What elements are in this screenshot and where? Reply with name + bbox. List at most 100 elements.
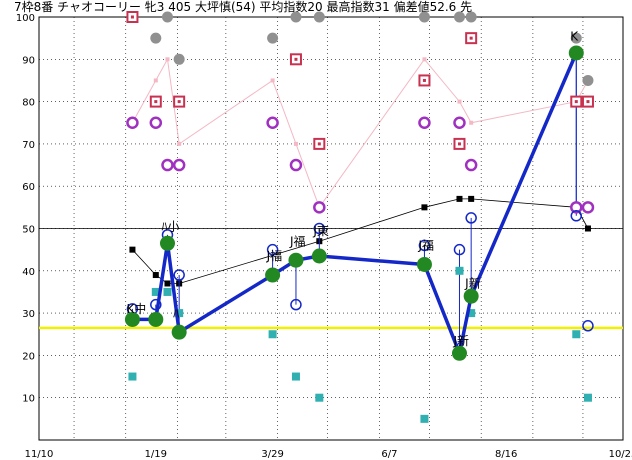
pink-point — [177, 141, 182, 146]
gray-dot — [465, 11, 477, 23]
black-point — [129, 246, 136, 253]
gray-dot — [150, 32, 162, 44]
x-tick-label: 3/29 — [261, 449, 283, 460]
main-point — [124, 311, 140, 327]
purple-circle — [570, 201, 583, 214]
black-point — [456, 195, 463, 202]
red-square-center — [317, 142, 321, 146]
purple-circle — [126, 116, 139, 129]
purple-circle — [581, 201, 595, 214]
y-tick-label: 20 — [22, 351, 35, 362]
annotation-label: ﾊ — [173, 306, 179, 320]
blue-circle — [465, 212, 477, 224]
y-tick-label: 30 — [22, 309, 35, 320]
gray-dot — [582, 74, 594, 86]
purple-circle — [172, 158, 186, 172]
blue-circle — [418, 239, 431, 252]
main-series-line — [132, 52, 578, 356]
red-square-center — [154, 100, 158, 104]
y-tick-label: 90 — [22, 55, 35, 66]
y-tick-label: 50 — [22, 225, 35, 236]
teal-square — [268, 330, 277, 339]
gray-dot — [267, 32, 279, 44]
main-point — [159, 235, 175, 251]
chart-title: 7枠8番 チャオコーリー 牝3 405 大坪慎(54) 平均指数20 最高指数3… — [14, 0, 472, 14]
blue-circle — [290, 298, 302, 311]
teal-square — [291, 372, 300, 381]
y-tick-label: 70 — [22, 140, 35, 151]
purple-circle — [453, 116, 466, 129]
main-point — [311, 248, 327, 264]
blue-circle — [173, 269, 185, 281]
black-point — [584, 225, 591, 232]
x-tick-label: 1/19 — [145, 449, 167, 460]
plot-frame — [38, 16, 624, 441]
pink-series-line — [131, 57, 589, 209]
y-tick-label: 80 — [22, 98, 35, 109]
y-tick-label: 10 — [22, 394, 35, 405]
pink-point — [270, 78, 275, 83]
annotation-label: J新 — [452, 333, 469, 348]
main-point — [265, 267, 281, 283]
y-tick-label: 100 — [16, 13, 35, 24]
annotation-label: J福 — [266, 248, 283, 263]
grid — [39, 16, 623, 440]
main-point — [288, 252, 304, 268]
main-point — [568, 45, 584, 61]
marks: K中 ﾊ小 ﾊ J福 J福 J東 J福 J新 J新 K — [39, 11, 623, 423]
teal-square — [455, 266, 464, 275]
teal-square — [467, 309, 476, 318]
purple-circle — [289, 158, 303, 172]
x-tick-label: 8/16 — [495, 449, 517, 460]
purple-circle — [149, 116, 163, 129]
x-tick-label: 6/7 — [381, 449, 397, 460]
pink-point — [422, 57, 427, 62]
gray-dot — [418, 11, 430, 23]
x-tick-label: 10/25 — [609, 449, 632, 460]
blue-circle — [582, 320, 594, 332]
purple-circle — [161, 158, 174, 172]
teal-square — [128, 372, 137, 381]
annotation-label: K中 — [126, 301, 146, 316]
annotation-label: J新 — [464, 276, 481, 291]
main-point — [463, 288, 479, 304]
purple-circle — [313, 201, 326, 214]
red-square-center — [457, 142, 461, 146]
axes: 10 20 30 40 50 60 70 80 90 100 11/10 1/19 3/29 6/7 8/1… — [16, 13, 632, 460]
black-point — [421, 204, 428, 211]
y-tick-label: 40 — [22, 267, 35, 278]
gray-dot — [161, 11, 173, 23]
pink-point — [457, 99, 462, 104]
black-point — [152, 272, 159, 279]
purple-circle — [266, 116, 279, 129]
red-square-center — [177, 100, 181, 104]
black-point — [468, 195, 475, 202]
teal-square — [163, 287, 172, 296]
gray-dot — [453, 11, 465, 23]
red-square-center — [422, 78, 426, 82]
pink-point — [469, 120, 474, 125]
blue-circle — [313, 222, 326, 235]
purple-circle — [418, 116, 431, 129]
blue-circle — [570, 210, 583, 222]
red-square-center — [586, 100, 590, 104]
gray-dot — [173, 53, 185, 65]
gray-dot — [570, 32, 582, 44]
purple-circle — [464, 158, 478, 172]
gray-dot — [290, 11, 302, 23]
main-point — [451, 345, 467, 361]
red-square-center — [574, 100, 578, 104]
annotation-label: J福 — [289, 233, 306, 248]
blue-circle — [266, 243, 279, 256]
red-square-center — [294, 57, 298, 61]
pink-point — [153, 78, 158, 83]
y-tick-label: 60 — [22, 182, 35, 193]
teal-square — [175, 309, 184, 318]
teal-square — [315, 393, 324, 402]
teal-square — [420, 414, 429, 423]
annotation-label: ﾊ小 — [161, 220, 179, 234]
blue-circle — [453, 243, 466, 256]
main-point — [148, 311, 164, 327]
red-square-center — [469, 36, 473, 40]
